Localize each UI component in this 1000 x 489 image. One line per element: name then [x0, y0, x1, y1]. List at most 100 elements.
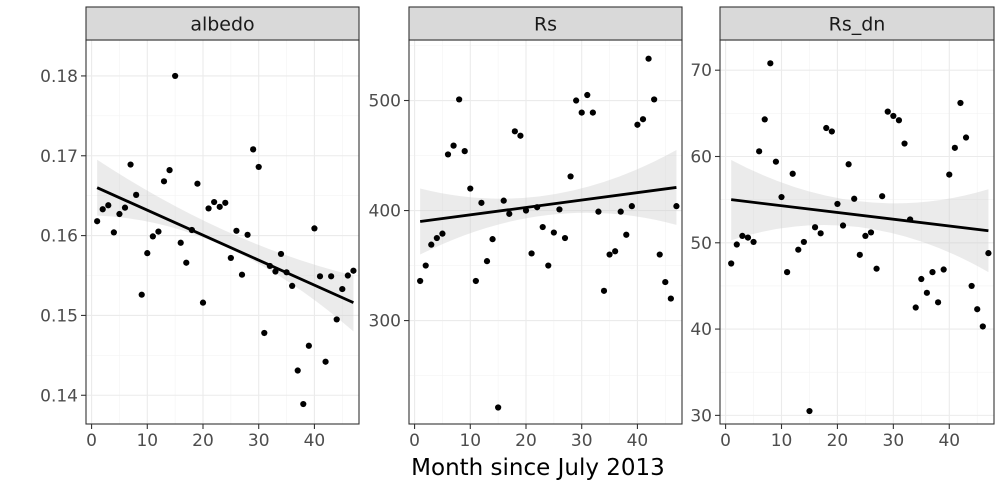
data-point-36: [612, 248, 619, 255]
data-point-16: [177, 239, 184, 246]
data-point-6: [121, 204, 129, 211]
x-tick-label: 0: [86, 431, 97, 451]
data-point-13: [795, 246, 802, 253]
data-point-5: [439, 230, 446, 237]
facet-label: Rs: [534, 14, 557, 36]
data-point-46: [979, 323, 986, 330]
data-point-37: [929, 269, 936, 276]
y-tick-label: 0.16: [40, 227, 78, 247]
data-point-31: [261, 329, 268, 337]
data-point-29: [250, 146, 257, 153]
facet-strip: [408, 6, 683, 41]
data-point-36: [289, 282, 296, 289]
data-point-47: [350, 267, 357, 274]
data-point-16: [811, 224, 819, 231]
data-point-25: [227, 254, 234, 262]
data-point-44: [656, 251, 663, 258]
data-point-26: [233, 227, 240, 234]
data-point-1: [728, 260, 735, 267]
data-point-22: [211, 198, 218, 206]
data-point-45: [662, 278, 669, 286]
data-point-35: [606, 251, 613, 258]
data-point-44: [968, 282, 975, 290]
data-point-42: [957, 99, 964, 107]
data-point-6: [756, 148, 763, 155]
data-point-5: [116, 210, 123, 218]
data-point-27: [238, 271, 246, 278]
y-tick-label: 30: [690, 406, 712, 426]
facet-Rs: Rs 0 10 20 30 40 300 400 500: [369, 6, 683, 451]
data-point-34: [912, 304, 919, 311]
panel-background: [86, 40, 359, 424]
data-point-8: [767, 60, 774, 67]
data-point-23: [539, 223, 546, 231]
data-point-7: [761, 116, 768, 123]
data-point-30: [890, 112, 897, 120]
data-point-7: [450, 142, 457, 149]
data-point-2: [422, 262, 429, 269]
trend-line: [96, 186, 355, 304]
data-point-11: [784, 269, 791, 276]
data-point-10: [778, 193, 785, 201]
data-point-36: [923, 289, 930, 296]
facet-panels: albedo 0 10 20 30 40 0.14 0.15 0.16 0.17 0.18 Rs 0 10…: [40, 6, 995, 451]
x-tick-label: 20: [827, 431, 849, 451]
data-point-20: [834, 200, 841, 208]
data-point-33: [595, 208, 602, 215]
data-point-40: [311, 225, 318, 232]
data-point-41: [951, 144, 958, 151]
data-point-4: [744, 234, 752, 241]
data-point-14: [800, 238, 807, 246]
trend-line: [419, 186, 677, 223]
data-point-17: [506, 210, 513, 217]
y-tick-label: 0.14: [40, 386, 78, 406]
data-point-8: [133, 191, 140, 198]
data-point-12: [155, 228, 162, 235]
data-point-35: [918, 275, 925, 283]
data-point-31: [895, 117, 903, 124]
data-point-19: [517, 132, 524, 139]
data-point-9: [772, 158, 780, 165]
data-point-45: [339, 285, 346, 293]
data-point-39: [628, 203, 635, 210]
data-point-19: [194, 180, 201, 187]
data-point-27: [873, 265, 880, 272]
data-point-43: [651, 96, 658, 103]
data-point-14: [166, 167, 173, 174]
panel-background: [409, 40, 682, 424]
data-point-3: [428, 241, 435, 248]
data-point-1: [417, 277, 424, 285]
x-tick-label: 40: [627, 431, 649, 451]
y-tick-label: 0.17: [40, 147, 78, 167]
facet-label: Rs_dn: [829, 14, 886, 36]
x-tick-label: 30: [571, 431, 593, 451]
x-tick-label: 10: [771, 431, 793, 451]
y-tick-label: 60: [690, 147, 712, 167]
data-point-26: [867, 229, 875, 236]
data-point-42: [322, 358, 329, 365]
data-point-18: [823, 124, 830, 132]
data-point-29: [884, 108, 891, 115]
data-point-3: [105, 202, 112, 209]
data-point-2: [99, 206, 106, 213]
confidence-band: [420, 150, 677, 255]
data-point-24: [856, 251, 863, 258]
data-point-9: [461, 148, 468, 155]
data-point-38: [623, 231, 630, 238]
data-point-32: [589, 109, 596, 116]
data-point-27: [561, 234, 569, 242]
facet-label: albedo: [190, 14, 254, 36]
facet-strip: [85, 6, 360, 41]
data-point-4: [110, 229, 117, 236]
x-tick-label: 20: [192, 431, 214, 451]
data-point-18: [511, 128, 518, 135]
data-point-14: [489, 236, 496, 243]
data-point-37: [294, 367, 301, 374]
data-point-37: [617, 208, 624, 215]
data-point-21: [528, 250, 535, 257]
x-tick-label: 10: [136, 431, 158, 451]
data-point-43: [962, 134, 970, 141]
data-point-34: [600, 287, 608, 294]
data-point-10: [467, 185, 474, 192]
facet-Rs_dn: Rs_dn 0 10 20 30 40 30 40 50 60 70: [690, 6, 995, 451]
